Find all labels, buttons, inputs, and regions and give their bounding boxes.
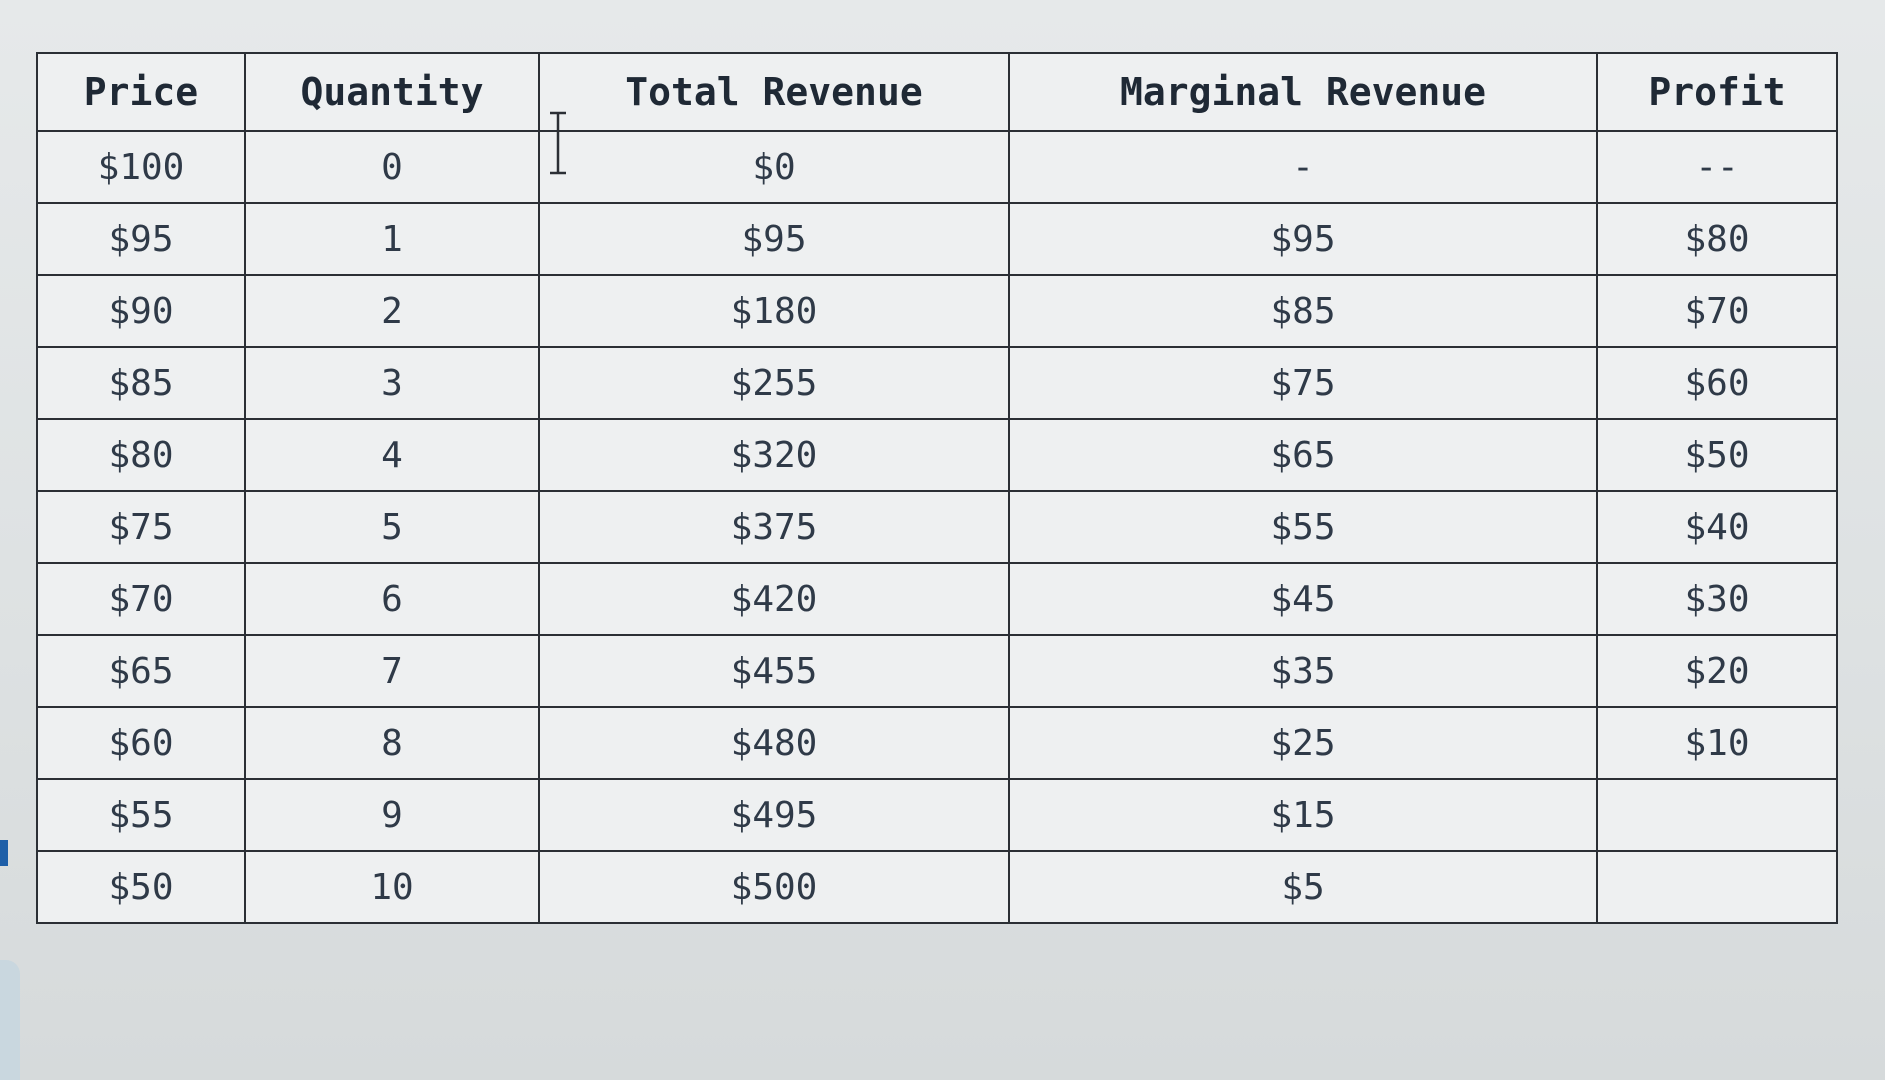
cell-profit: -- [1596, 130, 1838, 204]
cell-marginal-revenue: $65 [1008, 418, 1598, 492]
cell-profit: $10 [1596, 706, 1838, 780]
cell-profit-input[interactable] [1596, 850, 1838, 924]
cell-total-revenue: $95 [538, 202, 1010, 276]
cell-marginal-revenue: $35 [1008, 634, 1598, 708]
cell-marginal-revenue: $75 [1008, 346, 1598, 420]
cell-total-revenue[interactable]: $0 [538, 130, 1010, 204]
header-total-revenue: Total Revenue [538, 52, 1010, 132]
table-row: $85 3 $255 $75 $60 [36, 346, 1838, 420]
cell-profit: $50 [1596, 418, 1838, 492]
cell-quantity: 0 [244, 130, 540, 204]
cell-total-revenue: $320 [538, 418, 1010, 492]
cell-total-revenue: $495 [538, 778, 1010, 852]
text-cursor-icon [546, 110, 570, 176]
cell-total-revenue: $480 [538, 706, 1010, 780]
table-row: $100 0 $0 - -- [36, 130, 1838, 204]
cell-total-revenue: $375 [538, 490, 1010, 564]
cell-quantity: 2 [244, 274, 540, 348]
cell-total-revenue: $255 [538, 346, 1010, 420]
revenue-table: Price Quantity Total Revenue Marginal Re… [36, 52, 1838, 924]
cell-price: $85 [36, 346, 246, 420]
cell-quantity: 7 [244, 634, 540, 708]
cell-marginal-revenue: $5 [1008, 850, 1598, 924]
header-profit: Profit [1596, 52, 1838, 132]
table-row: $65 7 $455 $35 $20 [36, 634, 1838, 708]
cell-marginal-revenue: $25 [1008, 706, 1598, 780]
corner-panel [0, 960, 20, 1080]
cell-quantity: 1 [244, 202, 540, 276]
cell-price: $75 [36, 490, 246, 564]
header-quantity: Quantity [244, 52, 540, 132]
revenue-table-container: Price Quantity Total Revenue Marginal Re… [36, 52, 1838, 924]
table-row: $75 5 $375 $55 $40 [36, 490, 1838, 564]
cell-price: $55 [36, 778, 246, 852]
cell-price: $100 [36, 130, 246, 204]
cell-price: $80 [36, 418, 246, 492]
cell-quantity: 10 [244, 850, 540, 924]
table-row: $50 10 $500 $5 [36, 850, 1838, 924]
cell-marginal-revenue: $55 [1008, 490, 1598, 564]
cell-total-revenue: $455 [538, 634, 1010, 708]
cell-marginal-revenue: $45 [1008, 562, 1598, 636]
cell-quantity: 8 [244, 706, 540, 780]
cell-price: $90 [36, 274, 246, 348]
cell-profit: $80 [1596, 202, 1838, 276]
table-row: $95 1 $95 $95 $80 [36, 202, 1838, 276]
table-row: $90 2 $180 $85 $70 [36, 274, 1838, 348]
cell-marginal-revenue: - [1008, 130, 1598, 204]
table-row: $55 9 $495 $15 [36, 778, 1838, 852]
cell-price: $95 [36, 202, 246, 276]
cell-profit: $30 [1596, 562, 1838, 636]
cell-marginal-revenue: $85 [1008, 274, 1598, 348]
table-row: $60 8 $480 $25 $10 [36, 706, 1838, 780]
header-marginal-revenue: Marginal Revenue [1008, 52, 1598, 132]
cell-profit: $40 [1596, 490, 1838, 564]
cell-price: $50 [36, 850, 246, 924]
cell-total-revenue: $500 [538, 850, 1010, 924]
cell-quantity: 4 [244, 418, 540, 492]
cell-profit-input[interactable] [1596, 778, 1838, 852]
cell-total-revenue: $420 [538, 562, 1010, 636]
cell-price: $65 [36, 634, 246, 708]
cell-price: $70 [36, 562, 246, 636]
cell-quantity: 6 [244, 562, 540, 636]
table-row: $70 6 $420 $45 $30 [36, 562, 1838, 636]
left-edge-marker [0, 840, 8, 866]
cell-profit: $60 [1596, 346, 1838, 420]
cell-profit: $70 [1596, 274, 1838, 348]
cell-quantity: 5 [244, 490, 540, 564]
table-row: $80 4 $320 $65 $50 [36, 418, 1838, 492]
cell-marginal-revenue: $95 [1008, 202, 1598, 276]
cell-quantity: 3 [244, 346, 540, 420]
cell-quantity: 9 [244, 778, 540, 852]
header-row: Price Quantity Total Revenue Marginal Re… [36, 52, 1838, 132]
cell-marginal-revenue: $15 [1008, 778, 1598, 852]
header-price: Price [36, 52, 246, 132]
cell-profit: $20 [1596, 634, 1838, 708]
cell-price: $60 [36, 706, 246, 780]
cell-total-revenue: $180 [538, 274, 1010, 348]
